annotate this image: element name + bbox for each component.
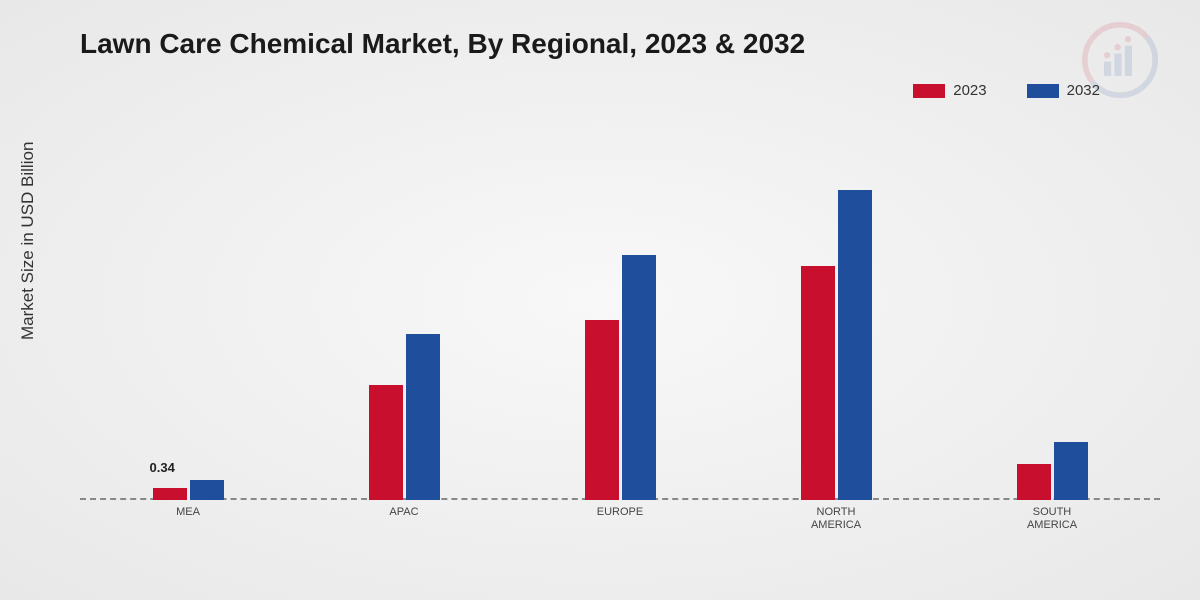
legend-item-2023: 2023 bbox=[913, 82, 986, 99]
legend: 2023 2032 bbox=[913, 82, 1100, 99]
y-axis-label: Market Size in USD Billion bbox=[18, 142, 38, 340]
bar-group bbox=[1017, 442, 1088, 500]
x-axis-label: MEA bbox=[148, 502, 228, 540]
bar-2023 bbox=[153, 488, 187, 500]
x-axis-label: EUROPE bbox=[580, 502, 660, 540]
bar-2023 bbox=[1017, 464, 1051, 500]
chart-title: Lawn Care Chemical Market, By Regional, … bbox=[80, 28, 805, 60]
x-labels: MEA APAC EUROPE NORTH AMERICA SOUTH AMERICA bbox=[80, 502, 1160, 540]
bar-2032 bbox=[1054, 442, 1088, 500]
chart-area: 0.34 MEA APAC EUROPE NORTH AMERICA SOUTH AME… bbox=[80, 140, 1160, 540]
legend-label-2023: 2023 bbox=[953, 82, 986, 99]
x-axis-label: NORTH AMERICA bbox=[796, 502, 876, 540]
legend-item-2032: 2032 bbox=[1027, 82, 1100, 99]
bar-2032 bbox=[838, 190, 872, 500]
bar-2023 bbox=[369, 385, 403, 500]
x-axis-label: SOUTH AMERICA bbox=[1012, 502, 1092, 540]
x-axis-label: APAC bbox=[364, 502, 444, 540]
bar-value-label: 0.34 bbox=[150, 460, 175, 475]
bar-2023 bbox=[801, 266, 835, 500]
bar-groups: 0.34 bbox=[80, 140, 1160, 500]
bar-2032 bbox=[406, 334, 440, 500]
legend-swatch-2023 bbox=[913, 84, 945, 98]
legend-swatch-2032 bbox=[1027, 84, 1059, 98]
bar-group bbox=[585, 255, 656, 500]
bar-group bbox=[369, 334, 440, 500]
legend-label-2032: 2032 bbox=[1067, 82, 1100, 99]
bar-2023 bbox=[585, 320, 619, 500]
bar-2032 bbox=[190, 480, 224, 500]
bar-group: 0.34 bbox=[153, 480, 224, 500]
bar-2032 bbox=[622, 255, 656, 500]
bar-group bbox=[801, 190, 872, 500]
